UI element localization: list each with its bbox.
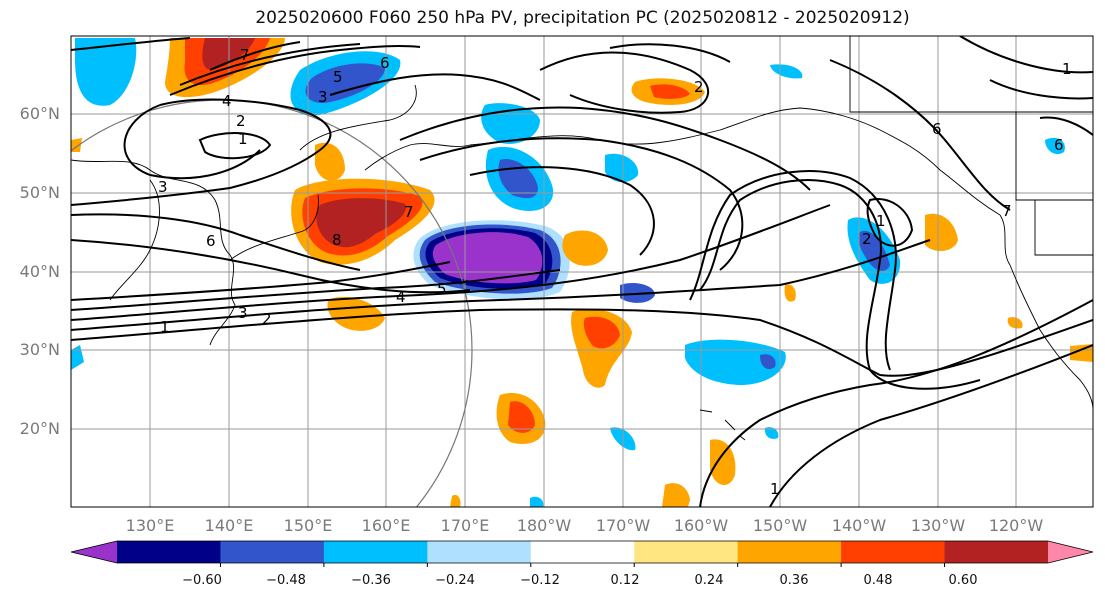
- map-title: 2025020600 F060 250 hPa PV, precipitatio…: [255, 8, 910, 28]
- lon-label: 170°W: [595, 516, 651, 535]
- colorbar-segment: [737, 541, 842, 563]
- lat-label: 30°N: [19, 340, 60, 359]
- contour-label: 6: [380, 54, 390, 72]
- colorbar-segment: [530, 541, 635, 563]
- map-area: 7 6 5 3 4 2 1 3 6 7 8 5 4 3 2 1 6 1 1 2 …: [71, 36, 1093, 507]
- colorbar-tick-label: 0.48: [863, 573, 893, 588]
- contour-label: 4: [222, 92, 232, 110]
- lat-label: 60°N: [19, 104, 60, 123]
- lon-label: 140°E: [204, 516, 254, 535]
- contour-label: 7: [1002, 202, 1012, 220]
- contour-labels: 7 6 5 3 4 2 1 3 6 7 8 5 4 3 2 1 6 1 1 2 …: [158, 46, 1072, 498]
- contour-label: 2: [236, 112, 246, 130]
- colorbar: [70, 540, 1094, 567]
- contour-label: 3: [238, 304, 248, 322]
- lon-label: 180°W: [516, 516, 572, 535]
- colorbar-tick-label: −0.48: [266, 573, 306, 588]
- colorbar-tick-label: 0.12: [610, 573, 640, 588]
- colorbar-segment: [634, 541, 739, 563]
- colorbar-tick-label: −0.60: [182, 573, 222, 588]
- contour-label: 2: [694, 78, 704, 96]
- lon-label: 140°W: [831, 516, 887, 535]
- contour-label: 1: [770, 480, 780, 498]
- contour-label: 7: [240, 46, 250, 64]
- colorbar-segment: [944, 541, 1049, 563]
- contour-label: 4: [396, 288, 406, 306]
- contour-label: 3: [318, 88, 328, 106]
- colorbar-tick-label: 0.24: [694, 573, 724, 588]
- lat-label: 40°N: [19, 262, 60, 281]
- lon-label: 170°E: [440, 516, 490, 535]
- colorbar-tick-label: −0.36: [351, 573, 391, 588]
- contour-label: 6: [932, 120, 942, 138]
- lon-label: 130°W: [910, 516, 966, 535]
- contour-label: 6: [206, 232, 216, 250]
- lon-label: 160°W: [673, 516, 729, 535]
- colorbar-tick-label: −0.12: [520, 573, 560, 588]
- lon-label: 130°E: [125, 516, 175, 535]
- contour-label: 2: [862, 230, 872, 248]
- contour-label: 8: [332, 231, 342, 249]
- colorbar-segment: [427, 541, 532, 563]
- colorbar-extend-high: [1048, 541, 1093, 563]
- colorbar-outline: [70, 540, 1094, 564]
- contour-label: 5: [437, 280, 447, 298]
- lon-label: 150°W: [752, 516, 808, 535]
- colorbar-tick-label: −0.24: [435, 573, 475, 588]
- contour-label: 5: [333, 68, 343, 86]
- contour-label: 6: [1054, 136, 1064, 154]
- lat-label: 50°N: [19, 183, 60, 202]
- contour-label: 3: [158, 178, 168, 196]
- colorbar-segment: [323, 541, 428, 563]
- pv-contours: [71, 36, 1093, 507]
- colorbar-tick-label: 0.60: [948, 573, 978, 588]
- lon-label: 120°W: [988, 516, 1044, 535]
- contour-label: 7: [404, 203, 414, 221]
- colorbar-segment: [841, 541, 946, 563]
- colorbar-segment: [117, 541, 221, 563]
- contour-label: 2: [262, 310, 272, 328]
- precip-anomaly-shading: [71, 38, 1093, 507]
- coastlines: [71, 36, 1093, 441]
- colorbar-segment: [220, 541, 325, 563]
- map-frame: [70, 35, 1094, 508]
- contour-label: 1: [876, 212, 886, 230]
- lat-label: 20°N: [19, 419, 60, 438]
- lon-label: 160°E: [361, 516, 411, 535]
- contour-label: 1: [238, 130, 248, 148]
- lon-label: 150°E: [283, 516, 333, 535]
- contour-label: 1: [160, 318, 170, 336]
- colorbar-tick-label: 0.36: [779, 573, 809, 588]
- contour-label: 1: [1062, 60, 1072, 78]
- colorbar-extend-low: [71, 541, 117, 563]
